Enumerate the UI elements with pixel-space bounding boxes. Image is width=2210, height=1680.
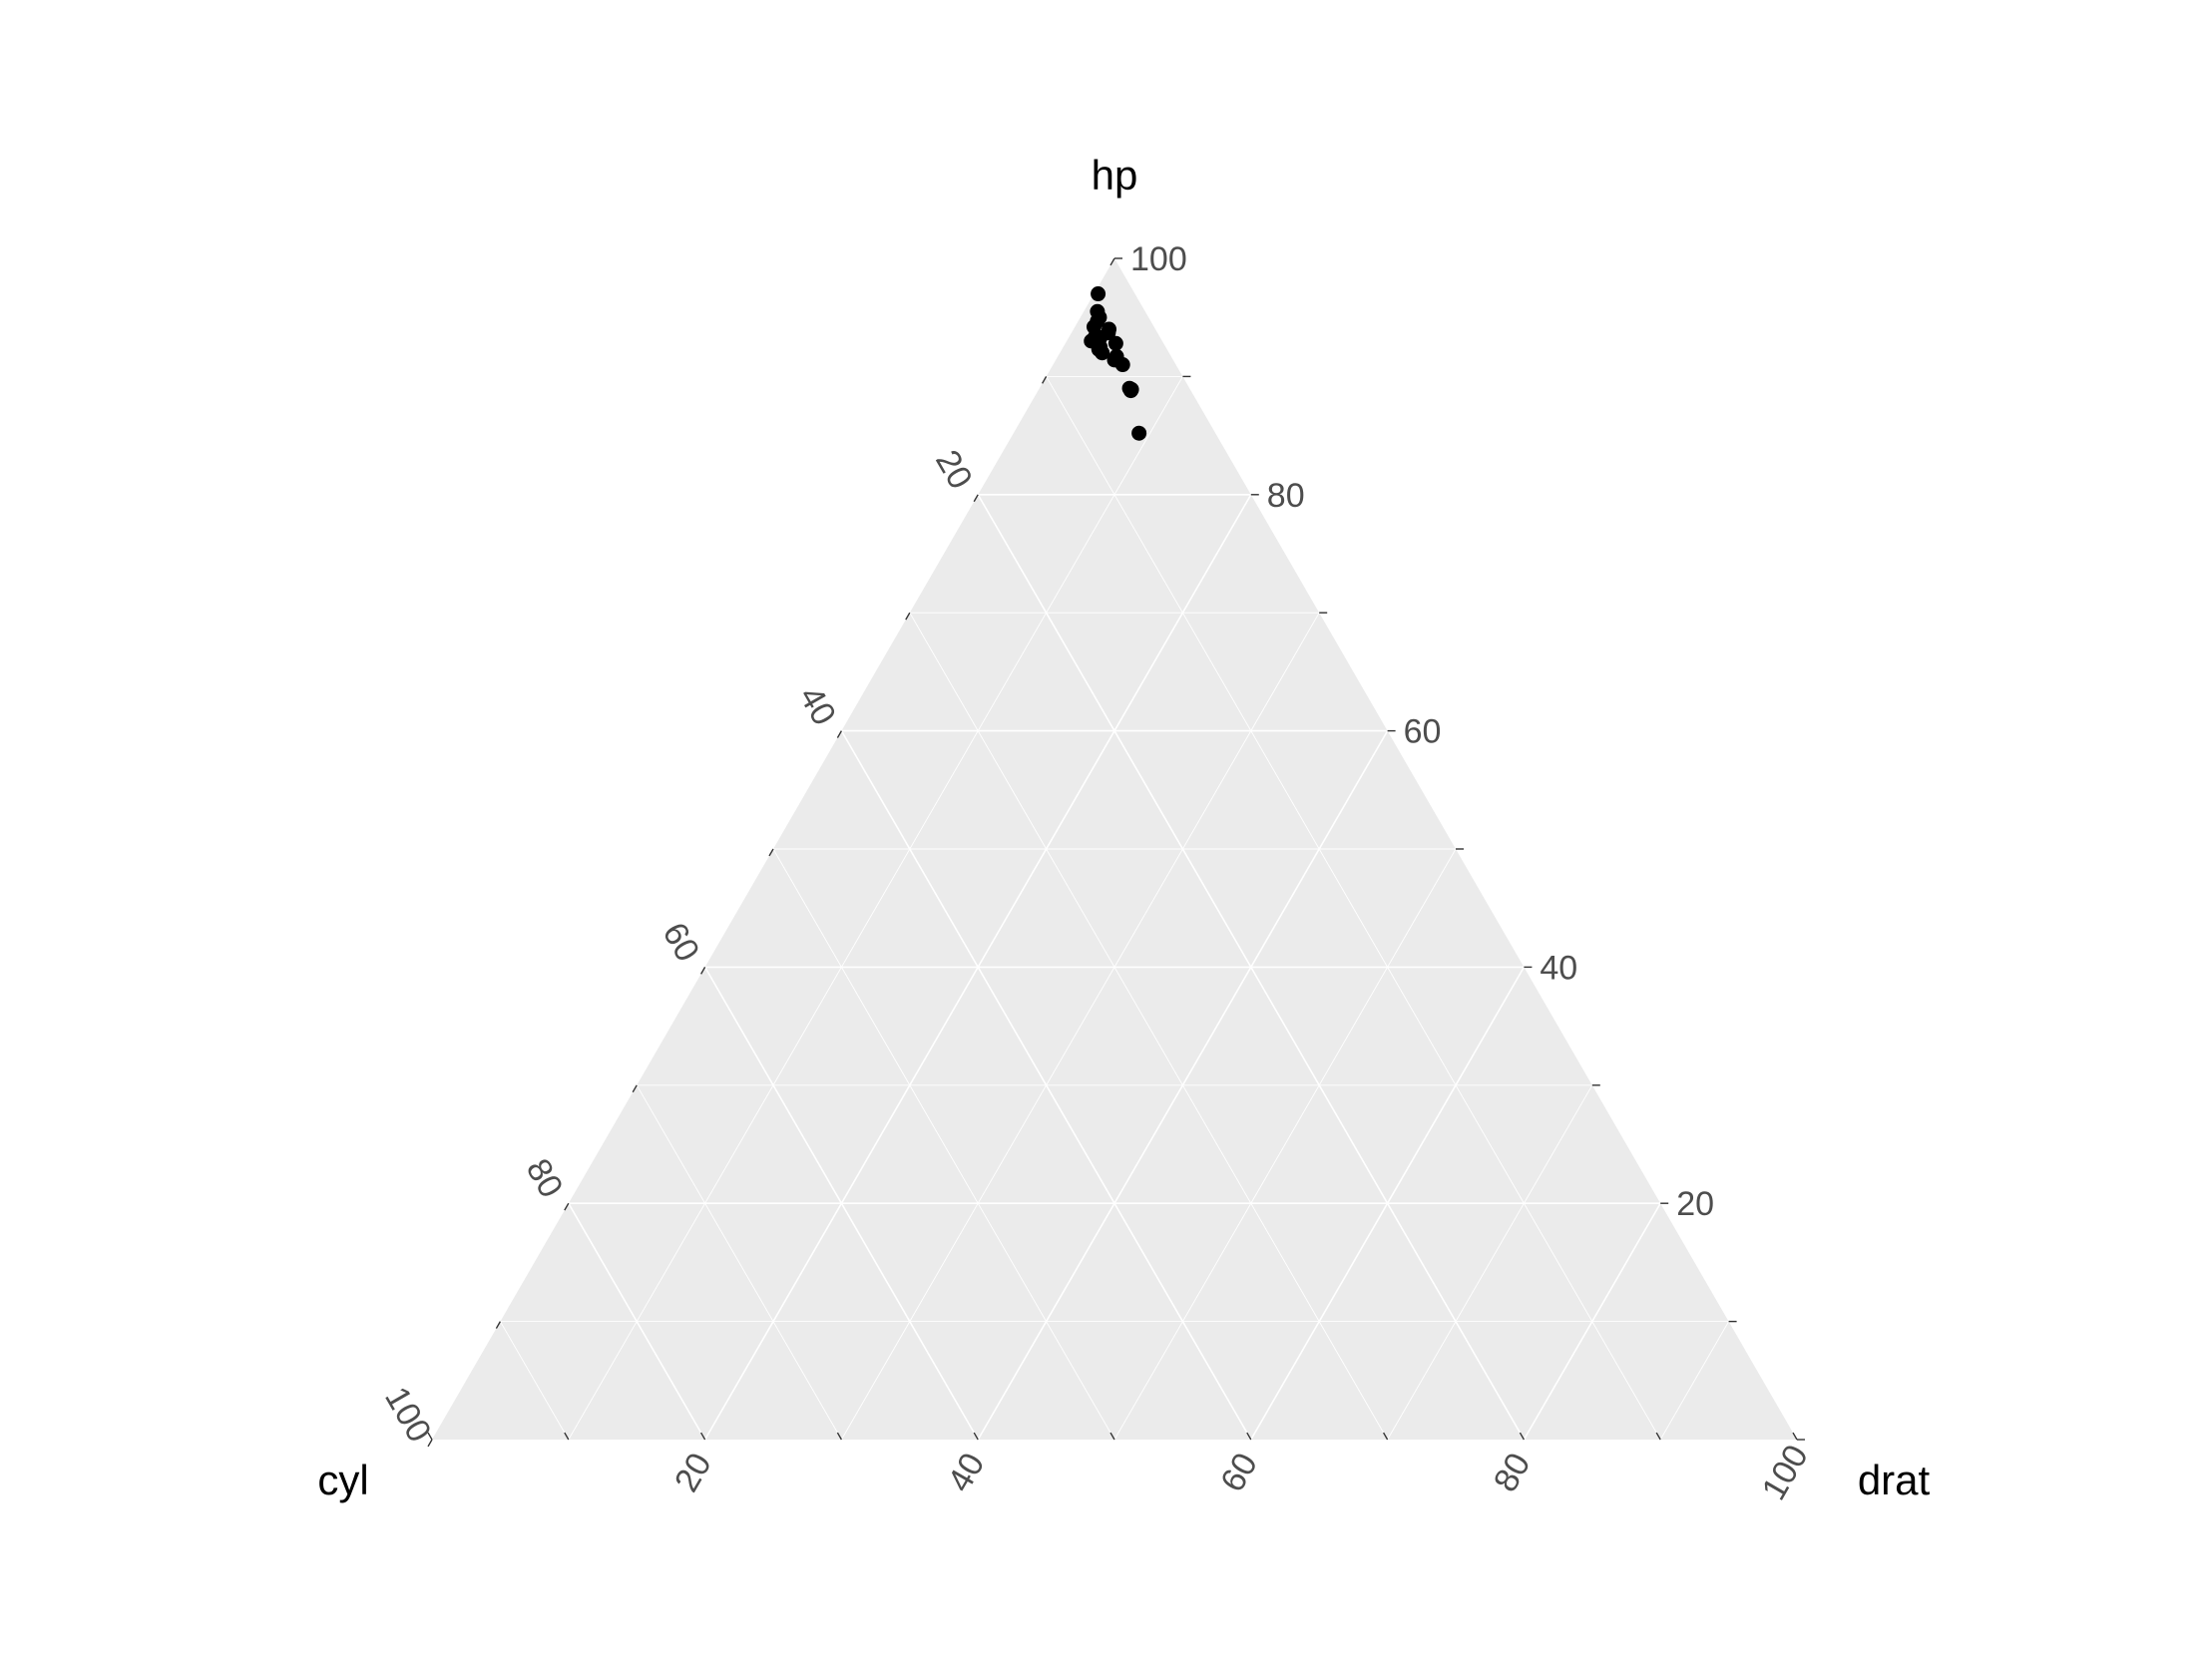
tick-label-drat-100: 100 xyxy=(1755,1439,1816,1506)
tick-drat-10 xyxy=(564,1432,570,1441)
grid-line-drat-10 xyxy=(568,376,1183,1441)
tick-label-cyl-20: 20 xyxy=(928,444,980,496)
tick-cyl-10 xyxy=(1041,376,1048,384)
grid-lines xyxy=(500,375,1729,1441)
tick-drat-80 xyxy=(1519,1432,1526,1441)
tick-drat-100 xyxy=(1792,1432,1798,1441)
tick-label-cyl-60: 60 xyxy=(655,917,706,969)
grid-line-cyl-60 xyxy=(703,966,979,1441)
tick-cyl-90 xyxy=(495,1321,502,1329)
grid-line-drat-60 xyxy=(1250,966,1526,1441)
tick-label-cyl-80: 80 xyxy=(519,1152,571,1204)
grid-line-drat-50 xyxy=(1113,848,1457,1441)
grid-line-cyl-10 xyxy=(1046,376,1661,1441)
tick-label-cyl-40: 40 xyxy=(791,680,843,732)
grid-line-drat-30 xyxy=(841,612,1320,1441)
data-points xyxy=(1084,286,1147,441)
tick-drat-20 xyxy=(699,1432,706,1441)
tick-cyl-40 xyxy=(836,730,843,738)
data-point-11 xyxy=(1107,335,1123,351)
grid-line-cyl-50 xyxy=(772,848,1115,1441)
tick-drat-30 xyxy=(836,1432,843,1441)
tick-cyl-30 xyxy=(905,612,911,621)
tick-drat-70 xyxy=(1382,1432,1389,1441)
tick-label-drat-60: 60 xyxy=(1213,1447,1265,1498)
tick-label-cyl-100: 100 xyxy=(377,1381,438,1449)
tick-cyl-0 xyxy=(1109,257,1115,266)
vertex-label-hp: hp xyxy=(1092,152,1138,199)
tick-cyl-50 xyxy=(768,848,774,857)
data-point-20 xyxy=(1122,383,1138,399)
tick-label-hp-100: 100 xyxy=(1130,240,1187,278)
tick-label-drat-80: 80 xyxy=(1487,1447,1539,1498)
grid-line-cyl-70 xyxy=(636,1084,842,1441)
tick-drat-50 xyxy=(1109,1432,1115,1441)
tick-label-hp-40: 40 xyxy=(1540,949,1577,987)
tick-drat-40 xyxy=(973,1432,979,1441)
data-point-17 xyxy=(1114,357,1130,373)
vertex-label-drat: drat xyxy=(1858,1457,1931,1503)
data-point-21 xyxy=(1131,425,1147,441)
axis-ticks xyxy=(427,257,1805,1448)
grid-line-drat-80 xyxy=(1523,1202,1661,1441)
data-point-14 xyxy=(1095,345,1110,361)
tick-drat-60 xyxy=(1246,1432,1252,1441)
vertex-label-cyl: cyl xyxy=(317,1457,368,1503)
grid-line-drat-70 xyxy=(1387,1084,1593,1441)
tick-label-hp-80: 80 xyxy=(1267,477,1305,515)
tick-label-hp-60: 60 xyxy=(1404,713,1442,751)
tick-drat-90 xyxy=(1655,1432,1661,1441)
tick-cyl-70 xyxy=(632,1084,638,1093)
grid-line-drat-90 xyxy=(1659,1321,1729,1441)
data-point-1 xyxy=(1091,286,1106,302)
tick-cyl-100 xyxy=(427,1439,433,1448)
tick-label-drat-20: 20 xyxy=(667,1447,719,1498)
tick-label-drat-40: 40 xyxy=(941,1447,993,1498)
tick-cyl-60 xyxy=(699,967,706,975)
tick-cyl-20 xyxy=(973,494,979,503)
tick-drat-0 xyxy=(427,1432,433,1441)
grid-line-cyl-30 xyxy=(909,612,1388,1441)
grid-line-cyl-90 xyxy=(500,1321,570,1441)
tick-label-hp-20: 20 xyxy=(1676,1185,1714,1223)
tick-cyl-80 xyxy=(564,1202,570,1211)
grid-line-cyl-80 xyxy=(568,1202,706,1441)
